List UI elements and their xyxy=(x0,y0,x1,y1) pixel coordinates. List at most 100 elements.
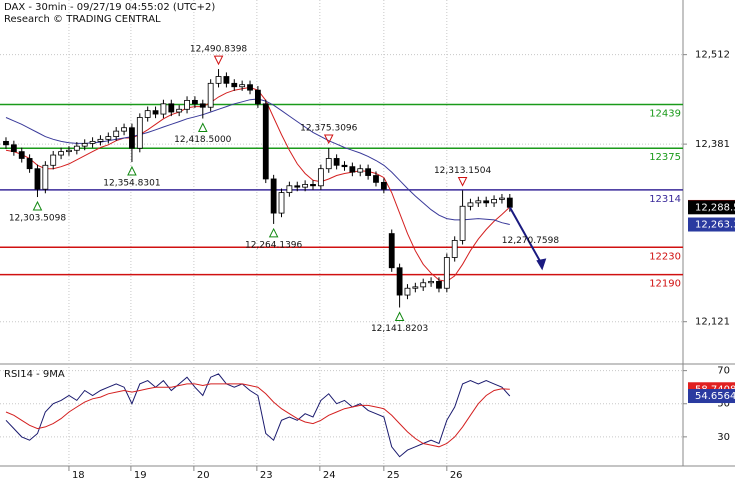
candle-body xyxy=(443,257,450,289)
annotation-label: 12,354.8301 xyxy=(103,178,160,188)
x-tick-label: 23 xyxy=(260,470,273,480)
candle-body xyxy=(380,181,387,190)
candle-body xyxy=(467,202,474,207)
candle-body xyxy=(499,197,505,200)
candle-body xyxy=(89,140,96,144)
candle-body xyxy=(231,82,238,88)
candle-body xyxy=(310,184,316,187)
candle-body xyxy=(373,175,379,183)
candle-body xyxy=(436,281,442,289)
panel-title: RSI14 - 9MA xyxy=(4,369,65,380)
trough-marker xyxy=(394,311,405,321)
level-label: 12375 xyxy=(649,152,681,163)
y-tick-label: 12,121 xyxy=(695,317,730,328)
candle-body xyxy=(192,100,198,105)
candle-body xyxy=(341,164,348,168)
candle-body xyxy=(3,140,9,146)
candle-body xyxy=(223,76,230,84)
candle-body xyxy=(278,192,285,214)
level-label: 12190 xyxy=(649,279,681,290)
candle-body xyxy=(113,130,120,138)
x-tick-label: 24 xyxy=(323,470,336,480)
candle-body xyxy=(333,158,340,166)
candle-body xyxy=(239,84,246,88)
annotation-label: 12,490.8398 xyxy=(190,45,248,55)
x-tick-label: 19 xyxy=(134,470,147,480)
candle-body xyxy=(34,168,41,190)
level-label: 12314 xyxy=(649,194,681,205)
candle-body xyxy=(105,136,112,140)
chart-title: DAX - 30min - 09/27/19 04:55:02 (UTC+2) xyxy=(4,2,215,13)
candle-body xyxy=(483,200,490,204)
trough-marker xyxy=(127,165,137,176)
candle-body xyxy=(129,127,135,149)
value-tag-label: 54.6564 xyxy=(695,391,735,402)
candle-body xyxy=(26,158,33,170)
chart-subtitle: Research © TRADING CENTRAL xyxy=(4,14,161,25)
y-tick-label: 50 xyxy=(717,399,730,410)
trough-marker xyxy=(268,227,279,238)
candle-body xyxy=(97,138,104,142)
candle-body xyxy=(388,233,395,269)
candle-body xyxy=(121,127,127,132)
candle-body xyxy=(184,100,190,110)
annotation-label: 12,313.1504 xyxy=(434,166,492,176)
candle-body xyxy=(66,149,72,153)
y-tick-label: 70 xyxy=(717,366,730,377)
candle-body xyxy=(365,168,372,176)
trough-marker xyxy=(197,122,208,133)
candle-body xyxy=(18,151,25,159)
x-tick-label: 25 xyxy=(387,470,400,480)
candle-body xyxy=(459,205,466,241)
candle-body xyxy=(254,89,261,105)
level-label: 12230 xyxy=(649,251,681,262)
y-tick-label: 30 xyxy=(717,432,730,443)
candle-body xyxy=(207,82,214,108)
x-tick-label: 20 xyxy=(197,470,210,480)
candle-body xyxy=(136,117,143,149)
candle-body xyxy=(42,164,49,190)
candle-body xyxy=(152,110,159,115)
candle-body xyxy=(10,144,17,153)
series-line xyxy=(5,373,511,458)
candle-body xyxy=(475,200,482,204)
annotation-label: 12,141.8203 xyxy=(371,324,428,334)
peak-marker xyxy=(457,176,468,187)
value-tag xyxy=(688,389,735,404)
y-tick-label: 12,512 xyxy=(695,50,730,61)
candle-body xyxy=(396,267,403,296)
value-tag xyxy=(688,217,735,232)
candle-body xyxy=(317,168,324,187)
arrow-head xyxy=(536,258,547,271)
candle-body xyxy=(262,103,269,180)
x-tick-label: 18 xyxy=(72,470,85,480)
trough-marker xyxy=(32,200,43,211)
candle-body xyxy=(428,281,434,284)
candle-body xyxy=(81,143,88,147)
candle-body xyxy=(325,158,332,170)
annotation-label: 12,418.5000 xyxy=(174,135,232,145)
value-tag xyxy=(688,200,735,215)
candle-body xyxy=(491,199,497,204)
value-tag-label: 12,263.3 xyxy=(695,220,735,231)
candle-body xyxy=(168,103,175,113)
candle-body xyxy=(247,84,253,91)
candle-body xyxy=(451,240,458,258)
candle-body xyxy=(50,154,57,166)
candle-body xyxy=(506,197,513,208)
x-tick-label: 26 xyxy=(450,470,463,480)
candle-body xyxy=(420,282,427,288)
candle-body xyxy=(357,168,364,173)
series-line xyxy=(5,383,510,448)
peak-marker xyxy=(323,134,334,145)
candle-body xyxy=(294,185,301,188)
annotation-label: 12,303.5098 xyxy=(9,214,67,224)
candle-body xyxy=(73,145,80,151)
value-tag-label: 12,288.5 xyxy=(695,202,735,213)
target-label: 12,270.7598 xyxy=(502,236,560,246)
candle-body xyxy=(286,185,293,194)
candle-body xyxy=(176,108,183,113)
candle-body xyxy=(215,76,222,84)
